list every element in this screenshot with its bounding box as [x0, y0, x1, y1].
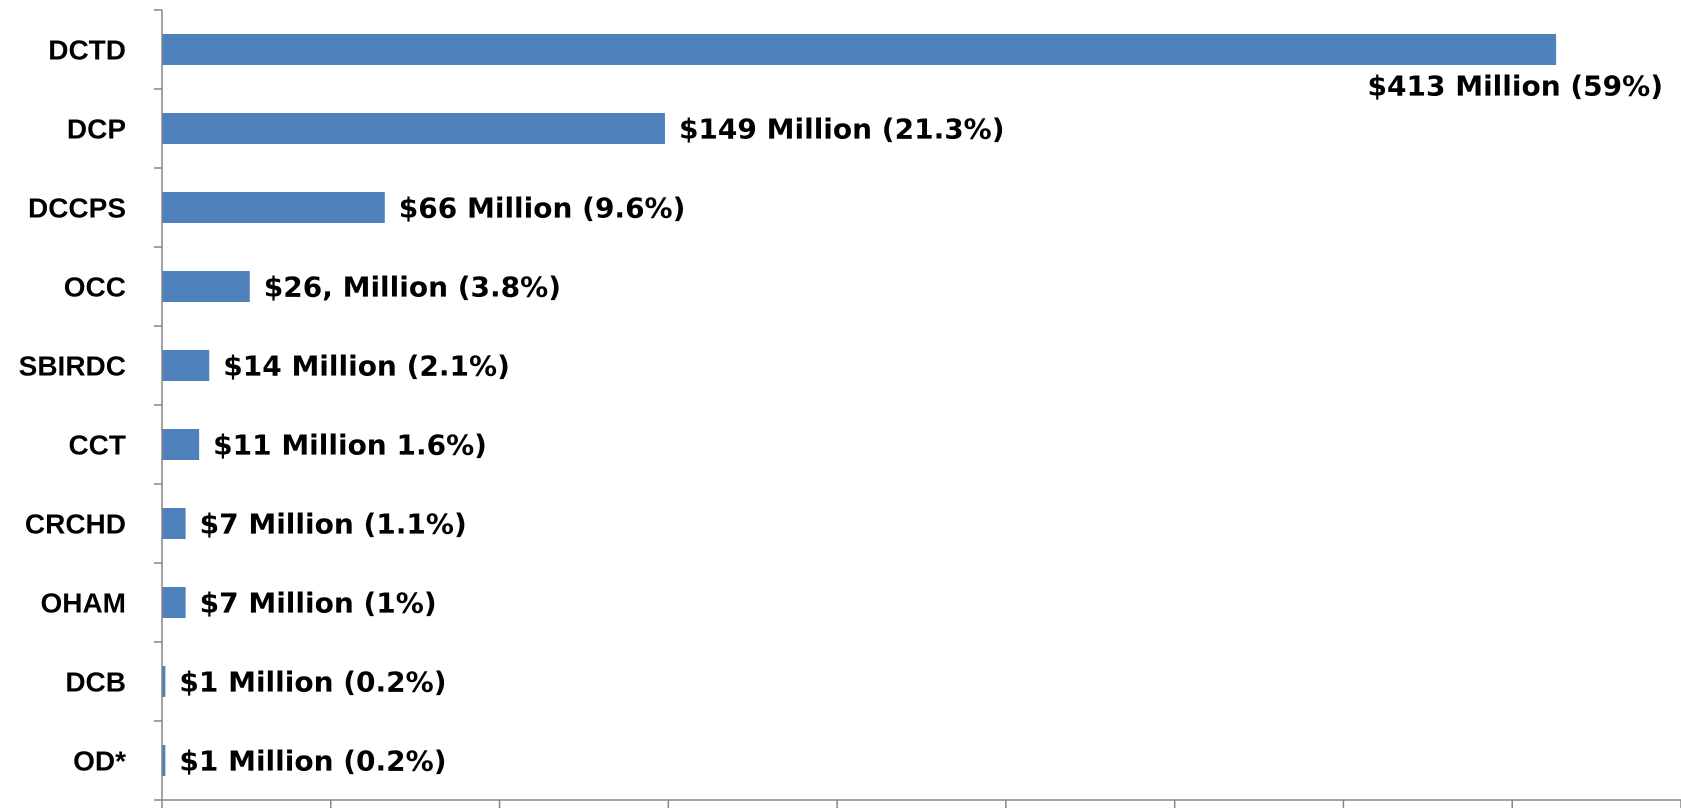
data-label: $26, Million (3.8%) [264, 271, 561, 304]
labels: DCTD $413 Million (59%) DCP $149 Million (2… [19, 35, 1663, 778]
data-label: $413 Million (59%) [1368, 70, 1663, 103]
data-label: $66 Million (9.6%) [399, 192, 686, 225]
bar-dcb [162, 666, 166, 697]
axis-ticks [154, 9, 1681, 808]
bar-oham [162, 587, 186, 618]
category-label: OD* [73, 746, 126, 777]
category-label: CCT [68, 430, 126, 461]
category-label: OHAM [40, 588, 126, 619]
data-label: $149 Million (21.3%) [679, 113, 1005, 146]
data-label: $7 Million (1%) [200, 587, 437, 620]
data-label: $1 Million (0.2%) [179, 666, 446, 699]
data-label: $11 Million 1.6%) [213, 429, 487, 462]
bar-occ [162, 271, 250, 302]
bar-crchd [162, 508, 186, 539]
bar-cct [162, 429, 200, 460]
bar-sbirdc [162, 350, 210, 381]
category-label: DCP [67, 114, 126, 145]
bar-dctd [162, 34, 1557, 65]
data-label: $14 Million (2.1%) [223, 350, 510, 383]
bar-dccps [162, 192, 385, 223]
data-label: $1 Million (0.2%) [179, 745, 446, 778]
bar-od [162, 745, 166, 776]
data-label: $7 Million (1.1%) [200, 508, 467, 541]
category-label: DCTD [48, 35, 126, 66]
category-label: DCB [65, 667, 126, 698]
category-label: SBIRDC [19, 351, 126, 382]
bars [162, 34, 1557, 776]
bar-dcp [162, 113, 665, 144]
category-label: OCC [64, 272, 126, 303]
category-label: CRCHD [25, 509, 126, 540]
category-label: DCCPS [28, 193, 126, 224]
